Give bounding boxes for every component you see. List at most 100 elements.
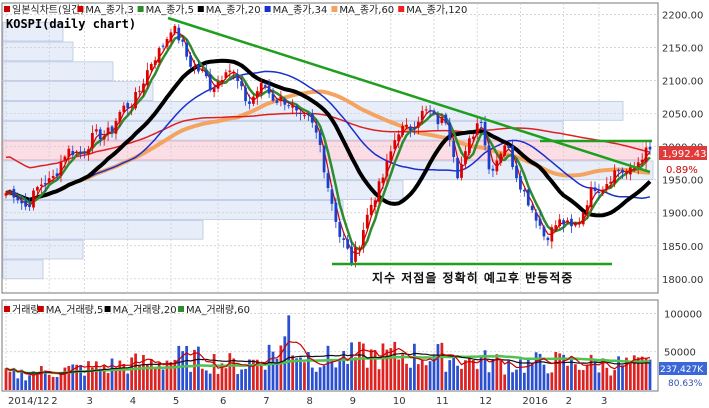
chart-title: KOSPI(daily chart) — [6, 17, 136, 31]
candle-body — [562, 220, 565, 225]
legend-label: 거래량 — [12, 304, 40, 316]
date-tick-label: 2 — [51, 396, 57, 407]
volume-bar — [149, 358, 153, 390]
volume-bar — [511, 372, 514, 390]
candle-body — [416, 121, 420, 128]
volume-bar — [228, 353, 232, 390]
volume-bar — [102, 365, 106, 390]
candle-body — [318, 132, 322, 146]
volume-bar — [122, 363, 126, 390]
volume-bar — [75, 364, 79, 390]
volume-bar — [636, 357, 640, 390]
volume-bar — [475, 369, 479, 390]
candle-body — [467, 138, 471, 154]
volume-bar — [487, 372, 491, 390]
volume-bar — [432, 355, 436, 390]
candle-body — [122, 105, 126, 113]
volume-bar — [562, 354, 565, 390]
volume-moving-averages — [5, 340, 651, 376]
legend-swatch — [264, 6, 271, 12]
price-tick-label: 2200.00 — [662, 11, 703, 22]
date-tick-label: 8 — [306, 396, 312, 407]
candle-body — [613, 170, 617, 184]
legend-swatch — [37, 306, 44, 312]
candle-body — [538, 218, 542, 226]
candle-body — [589, 187, 593, 208]
volume-bar — [605, 367, 609, 390]
candle-body — [16, 196, 20, 201]
current-volume-label: 237,427K — [660, 365, 704, 375]
candle-body — [169, 32, 173, 42]
volume-bar — [220, 363, 224, 390]
candle-body — [252, 96, 255, 104]
price-tick-label: 1950.00 — [662, 176, 703, 187]
legend-label: MA_종가,3 — [85, 4, 133, 16]
profile-bar — [2, 200, 344, 220]
volume-bar — [138, 365, 141, 390]
candle-body — [495, 160, 499, 172]
candle-body — [232, 72, 236, 74]
volume-bar — [51, 376, 55, 390]
volume-bar — [212, 354, 216, 390]
volume-bar — [401, 354, 404, 390]
volume-bar — [428, 361, 432, 390]
candle-body — [114, 120, 118, 134]
date-tick-label: 3 — [87, 396, 93, 407]
price-tick-label: 1850.00 — [662, 242, 703, 253]
legend-label: MA_거래량,60 — [186, 304, 250, 316]
volume-bar — [440, 342, 444, 390]
volume-bar — [130, 357, 134, 390]
candle-body — [471, 136, 475, 139]
legend-label: MA_종가,20 — [206, 4, 261, 16]
volume-bar — [534, 352, 538, 390]
volume-bar — [558, 353, 562, 390]
candle-body — [263, 85, 267, 87]
volume-bar — [318, 367, 322, 390]
candle-body — [287, 105, 291, 107]
legend-label: MA_종가,5 — [146, 4, 194, 16]
volume-bar — [208, 373, 212, 390]
candle-body — [67, 148, 71, 157]
candle-body — [361, 230, 365, 246]
legend-label: MA_종가,60 — [339, 4, 394, 16]
volume-bar — [36, 374, 39, 390]
legend-swatch — [197, 6, 204, 12]
candle-body — [636, 162, 640, 169]
candle-body — [393, 140, 397, 149]
candle-body — [130, 106, 134, 108]
volume-bar — [621, 365, 624, 390]
volume-bar — [126, 373, 130, 390]
volume-bar — [522, 372, 526, 390]
volume-bar — [625, 357, 628, 390]
candle-body — [621, 169, 624, 173]
candle-body — [625, 172, 628, 174]
volume-bar — [314, 371, 318, 390]
candle-body — [475, 123, 479, 135]
candle-body — [275, 100, 279, 103]
date-tick-label: 5 — [173, 396, 179, 407]
volume-bar — [597, 372, 601, 390]
volume-bar — [185, 345, 189, 390]
volume-bar — [291, 355, 295, 390]
volume-bar — [361, 343, 365, 390]
legend-label: MA_거래량,20 — [113, 304, 177, 316]
volume-bar — [373, 350, 377, 390]
candle-body — [118, 112, 122, 122]
candle-body — [51, 175, 55, 178]
candle-body — [338, 221, 342, 237]
candle-body — [216, 81, 220, 89]
candle-body — [20, 200, 24, 204]
candle-body — [511, 145, 514, 167]
volume-bar — [71, 364, 75, 390]
volume-bar — [8, 371, 12, 390]
candle-body — [401, 125, 404, 136]
vol-ma-5-line — [5, 340, 651, 376]
volume-bar — [397, 359, 401, 390]
candle-body — [149, 64, 153, 71]
price-tick-label: 1800.00 — [662, 275, 703, 286]
candle-body — [142, 83, 145, 93]
volume-bar — [538, 353, 542, 390]
candle-body — [377, 181, 381, 202]
legend-swatch — [137, 6, 144, 12]
volume-bar — [153, 367, 157, 390]
